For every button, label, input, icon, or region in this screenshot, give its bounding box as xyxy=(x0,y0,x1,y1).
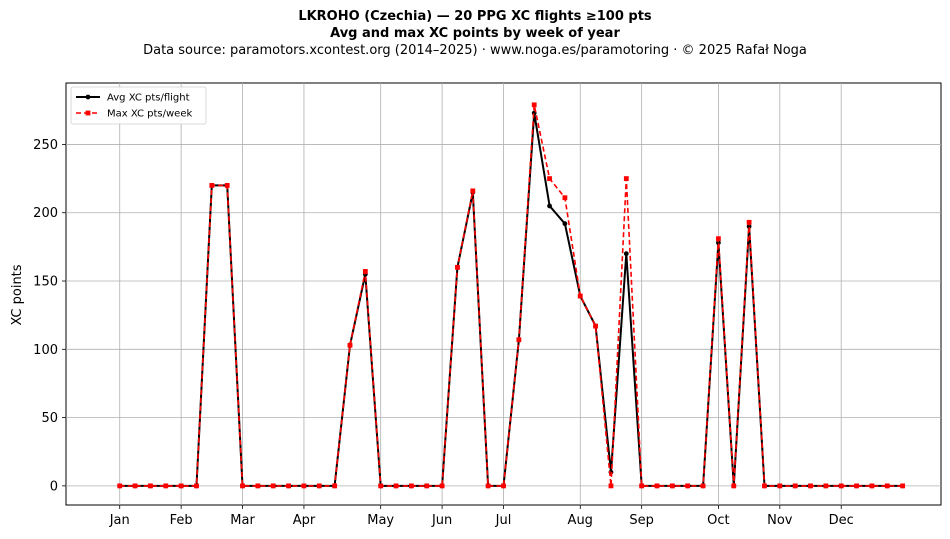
data-point xyxy=(547,176,552,181)
y-tick-label: 100 xyxy=(33,343,58,358)
x-tick-label: Apr xyxy=(293,513,316,528)
data-point xyxy=(716,240,721,246)
data-point xyxy=(163,483,169,489)
x-tick-label: Sep xyxy=(629,513,654,528)
data-point xyxy=(439,483,445,489)
chart-source: Data source: paramotors.xcontest.org (20… xyxy=(143,43,807,58)
x-tick-label: Jul xyxy=(495,513,512,528)
data-point xyxy=(547,203,552,209)
grid xyxy=(66,83,941,505)
series-line xyxy=(119,104,903,487)
y-tick-label: 250 xyxy=(33,138,58,153)
data-point xyxy=(362,269,368,274)
y-tick-label: 150 xyxy=(33,275,58,290)
x-tick-label: Feb xyxy=(170,513,193,528)
data-point xyxy=(900,483,906,489)
x-tick-label: Nov xyxy=(767,513,793,528)
data-point xyxy=(501,483,506,489)
legend-label: Max XC pts/week xyxy=(107,109,192,120)
data-point xyxy=(577,293,583,299)
data-point xyxy=(854,483,859,489)
legend-label: Avg XC pts/flight xyxy=(107,93,190,104)
data-point xyxy=(224,183,230,188)
data-point xyxy=(685,483,691,489)
y-tick-label: 0 xyxy=(50,479,58,494)
data-point xyxy=(869,483,875,489)
data-point xyxy=(516,337,522,343)
data-point xyxy=(593,323,599,329)
data-point xyxy=(562,195,568,201)
data-point xyxy=(117,483,123,489)
data-point xyxy=(623,176,629,181)
data-point xyxy=(700,483,706,489)
chart-titles: LKROHO (Czechia) — 20 PPG XC flights ≥10… xyxy=(0,8,950,59)
data-point xyxy=(623,251,629,257)
x-tick-label: Dec xyxy=(829,513,854,528)
data-point xyxy=(746,223,752,229)
legend-box xyxy=(70,86,207,125)
data-point xyxy=(654,483,660,489)
data-point xyxy=(347,342,353,348)
data-point xyxy=(316,483,322,489)
series-line xyxy=(119,112,903,487)
data-point xyxy=(286,483,291,489)
data-point xyxy=(178,483,184,489)
data-point xyxy=(378,483,384,489)
data-point xyxy=(669,483,675,489)
data-point xyxy=(148,483,153,489)
data-point xyxy=(838,483,844,489)
data-point xyxy=(792,483,798,489)
x-tick-label: Jan xyxy=(109,513,130,528)
data-point xyxy=(332,483,338,489)
data-point xyxy=(716,236,721,242)
data-point xyxy=(731,483,737,489)
x-tick-label: Jun xyxy=(431,513,452,528)
data-point xyxy=(424,483,430,489)
data-point xyxy=(823,483,829,489)
series xyxy=(117,102,906,489)
x-tick-label: Aug xyxy=(568,513,593,528)
data-point xyxy=(808,483,813,489)
data-point xyxy=(777,483,783,489)
data-point xyxy=(194,483,199,489)
y-tick-label: 50 xyxy=(41,411,58,426)
y-axis-label: XC points xyxy=(10,264,25,325)
chart-title: LKROHO (Czechia) — 20 PPG XC flights ≥10… xyxy=(298,9,652,24)
chart-subtitle: Avg and max XC points by week of year xyxy=(330,26,620,41)
data-point xyxy=(393,483,399,489)
data-point xyxy=(209,183,215,188)
data-point xyxy=(408,483,414,489)
data-point xyxy=(240,483,245,489)
data-point xyxy=(470,188,476,194)
x-tick-label: May xyxy=(367,513,394,528)
y-tick-label: 200 xyxy=(33,206,58,221)
data-point xyxy=(255,483,261,489)
data-point xyxy=(531,102,537,108)
x-tick-label: Mar xyxy=(230,513,255,528)
data-point xyxy=(608,483,614,489)
data-point xyxy=(639,483,645,489)
legend-marker xyxy=(85,94,91,100)
data-point xyxy=(270,483,276,489)
data-point xyxy=(485,483,491,489)
legend-marker xyxy=(85,110,91,116)
data-point xyxy=(301,483,307,489)
data-point xyxy=(884,483,890,489)
legend: Avg XC pts/flight Max XC pts/week xyxy=(70,86,207,125)
axes: Jan Feb Mar Apr May Jun Jul Aug Sep Oct Nov Dec 0 50 1… xyxy=(33,138,854,528)
data-point xyxy=(455,264,460,270)
data-point xyxy=(746,219,752,225)
data-point xyxy=(762,483,767,489)
data-point xyxy=(562,221,568,227)
x-tick-label: Oct xyxy=(707,513,729,528)
data-point xyxy=(132,483,138,489)
